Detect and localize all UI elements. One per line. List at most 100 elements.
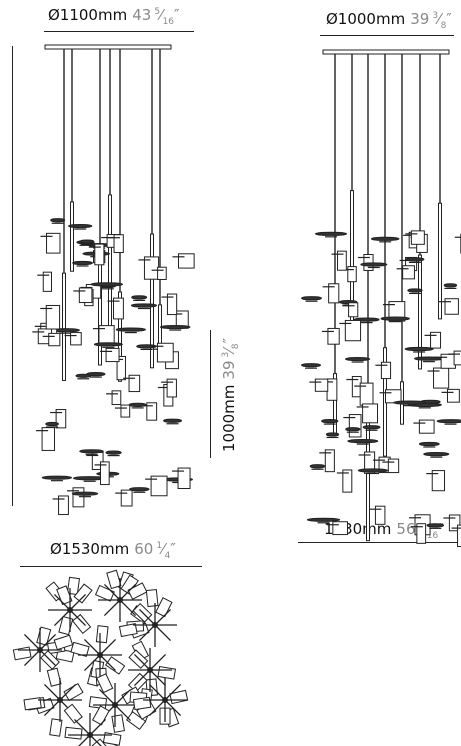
glass-panel <box>41 427 56 451</box>
glass-leaf <box>301 296 322 301</box>
glass-panel <box>327 327 340 345</box>
inch-denominator: 16 <box>162 17 175 27</box>
plan-spoke <box>53 593 71 611</box>
glass-leaf <box>370 236 400 241</box>
glass-panel <box>387 458 400 474</box>
glass-leaf <box>380 316 410 321</box>
plan-panel <box>46 667 62 687</box>
glass-panel <box>94 243 105 266</box>
glass-leaf <box>436 419 461 424</box>
glass-leaf <box>423 452 450 457</box>
glass-panel <box>328 283 340 304</box>
glass-leaf <box>362 425 381 430</box>
glass-panel <box>324 449 335 473</box>
top-left-diameter-label: Ø1100mm 43 5⁄16″ <box>48 6 180 27</box>
glass-panel <box>48 332 61 347</box>
rod-stem <box>118 291 122 382</box>
glass-leaf <box>325 432 340 437</box>
plan-spoke <box>133 653 151 671</box>
glass-panel <box>157 266 167 280</box>
glass-panel <box>374 505 386 525</box>
plan-spoke <box>39 649 57 667</box>
plan-spoke <box>43 683 61 701</box>
inch-numerator: 3 <box>432 11 439 21</box>
plan-panel <box>111 714 125 733</box>
plan-panel <box>53 634 74 651</box>
glass-panel <box>166 293 178 316</box>
glass-panel <box>342 469 353 493</box>
plan-spoke <box>149 653 167 671</box>
rod-stem <box>98 263 102 366</box>
glass-panel <box>150 475 168 497</box>
rod-stem <box>70 201 74 272</box>
plan-panel <box>145 589 159 608</box>
glass-panel <box>446 388 460 403</box>
glass-panel <box>146 402 158 421</box>
plan-panel <box>70 641 90 657</box>
drop-height-line <box>210 330 211 458</box>
glass-leaf <box>345 427 361 432</box>
glass-panel <box>116 355 126 381</box>
glass-leaf <box>393 400 427 405</box>
glass-leaf <box>357 468 389 473</box>
plan-panel <box>56 585 73 606</box>
left-total-height-line <box>12 46 13 506</box>
glass-panel <box>113 234 124 254</box>
plan-panel <box>126 711 147 731</box>
inch-mark: ″ <box>438 520 444 538</box>
plan-hub <box>147 667 153 673</box>
plan-panel <box>127 582 148 600</box>
plan-spoke <box>103 599 121 617</box>
imperial-value: 60 1⁄4″ <box>134 540 176 561</box>
glass-leaf <box>131 295 148 300</box>
glass-leaf <box>426 523 445 528</box>
glass-panel <box>105 347 120 363</box>
plan-spoke <box>83 654 101 672</box>
glass-panel <box>348 414 362 438</box>
inch-whole: 56 <box>396 520 416 538</box>
glass-leaf <box>79 449 104 454</box>
plan-spoke <box>53 609 71 627</box>
glass-panel <box>453 350 461 366</box>
plan-panel <box>118 623 138 638</box>
inch-whole: 39 <box>410 10 430 28</box>
plan-panel <box>63 683 84 702</box>
glass-panel <box>128 374 141 393</box>
glass-panel <box>70 332 82 346</box>
imperial-value: 39 3⁄8″ <box>410 10 452 31</box>
glass-leaf <box>159 324 191 330</box>
plan-panel <box>132 696 152 711</box>
ceiling-canopy <box>322 49 450 55</box>
glass-leaf <box>129 487 150 492</box>
glass-leaf <box>41 475 73 480</box>
plan-spoke <box>133 669 151 687</box>
glass-panel <box>457 524 461 548</box>
glass-leaf <box>347 439 379 444</box>
plan-spoke <box>69 609 87 627</box>
glass-leaf <box>68 223 93 229</box>
rod-stem <box>108 194 112 341</box>
plan-spoke <box>164 683 182 701</box>
inch-whole: 60 <box>134 540 154 558</box>
plan-spoke <box>78 734 91 746</box>
top-right-diameter-line <box>320 35 454 36</box>
inch-numerator: 5 <box>154 7 161 17</box>
glass-leaf <box>306 517 341 522</box>
plan-hub <box>57 697 63 703</box>
glass-panel <box>348 302 359 318</box>
bottom-diameter-line <box>20 566 202 567</box>
inch-denominator: 16 <box>426 531 439 541</box>
glass-leaf <box>105 450 122 455</box>
glass-panel <box>46 232 61 254</box>
glass-panel <box>380 361 392 380</box>
plan-hub <box>117 597 123 603</box>
glass-leaf <box>50 218 66 223</box>
plan-spoke <box>114 688 132 706</box>
inch-mark: ″ <box>170 540 176 558</box>
glass-leaf <box>71 491 99 496</box>
inch-mark: ″ <box>174 6 180 24</box>
plan-panel <box>91 738 112 746</box>
plan-spoke <box>138 624 156 642</box>
glass-leaf <box>315 231 348 236</box>
glass-leaf <box>75 373 92 378</box>
